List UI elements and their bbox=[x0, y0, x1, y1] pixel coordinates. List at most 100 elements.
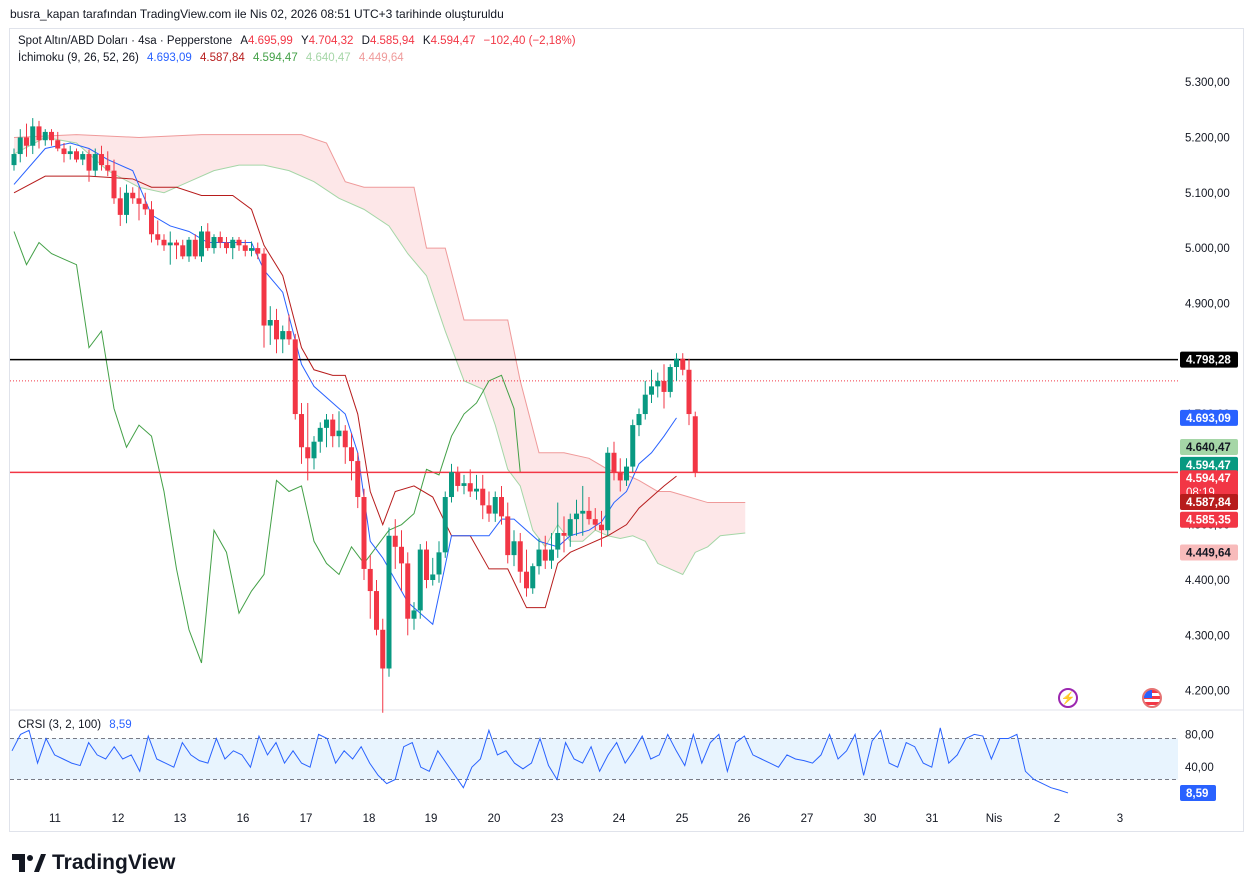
x-tick-label: 16 bbox=[237, 813, 250, 825]
us-flag-icon[interactable] bbox=[1142, 688, 1162, 708]
candle bbox=[205, 223, 211, 251]
close-value: 4.594,47 bbox=[430, 35, 476, 47]
chart-frame bbox=[9, 28, 1244, 832]
candle-body bbox=[124, 192, 129, 215]
candle bbox=[217, 231, 223, 249]
candle bbox=[692, 411, 698, 478]
candle bbox=[180, 239, 186, 260]
price-label-box bbox=[1180, 494, 1238, 510]
candle bbox=[30, 118, 36, 155]
candle-body bbox=[199, 231, 204, 257]
y-tick-label: 4.300,00 bbox=[1185, 630, 1230, 642]
candle-body bbox=[92, 154, 98, 171]
candle-body bbox=[511, 541, 517, 556]
price-label: 4.585,35 bbox=[1180, 511, 1238, 528]
candle-body bbox=[592, 519, 598, 525]
candle bbox=[80, 151, 86, 166]
candle-body bbox=[149, 209, 154, 235]
price-label-box bbox=[1180, 544, 1238, 561]
crsi-legend: CRSI (3, 2, 100) 8,59 bbox=[18, 719, 132, 731]
candle-body bbox=[274, 320, 279, 340]
span-a-value: 4.640,47 bbox=[305, 52, 351, 64]
x-tick-label: 2 bbox=[1054, 813, 1060, 825]
candle-body bbox=[686, 369, 692, 415]
price-label: 4.587,84 bbox=[1180, 494, 1238, 510]
x-tick-label: 20 bbox=[488, 813, 501, 825]
candle bbox=[274, 308, 279, 354]
candle bbox=[436, 541, 442, 583]
candle bbox=[599, 510, 604, 547]
kijun-value: 4.587,84 bbox=[199, 52, 245, 64]
candle-body bbox=[349, 447, 354, 462]
candle-body bbox=[574, 513, 579, 520]
price-label-box bbox=[1180, 511, 1238, 528]
candle bbox=[36, 120, 42, 149]
candle bbox=[55, 131, 61, 152]
candle bbox=[505, 502, 511, 564]
candle-body bbox=[417, 549, 423, 611]
candle-body bbox=[374, 591, 379, 630]
x-tick-label: 23 bbox=[551, 813, 564, 825]
open-value: 4.695,99 bbox=[248, 35, 293, 47]
candle-body bbox=[655, 380, 661, 387]
candle bbox=[155, 220, 161, 246]
price-label-text: 4.594,47 bbox=[1186, 473, 1231, 485]
candle bbox=[517, 532, 523, 583]
x-tick-label: 13 bbox=[174, 813, 187, 825]
crsi-name: CRSI (3, 2, 100) bbox=[18, 719, 102, 731]
candle bbox=[674, 353, 679, 381]
candle bbox=[49, 129, 54, 146]
candle bbox=[292, 333, 298, 420]
candle bbox=[624, 458, 629, 486]
candle bbox=[355, 452, 361, 509]
candle-body bbox=[455, 472, 461, 486]
candle bbox=[105, 151, 111, 177]
candle bbox=[17, 129, 23, 163]
low-label: D bbox=[361, 35, 370, 47]
candle bbox=[192, 234, 198, 260]
x-tick-label: 27 bbox=[801, 813, 814, 825]
senkou-span-a-line bbox=[13, 136, 746, 576]
candle-body bbox=[142, 203, 148, 210]
candle-body bbox=[411, 610, 417, 619]
candle bbox=[61, 142, 67, 163]
candle-body bbox=[167, 242, 173, 246]
candle-body bbox=[467, 483, 473, 492]
candle bbox=[392, 519, 398, 569]
candle bbox=[261, 248, 267, 348]
candle-body bbox=[492, 497, 498, 514]
tradingview-logo: TradingView bbox=[12, 851, 175, 875]
candle-body bbox=[611, 452, 617, 473]
y-tick-label: 5.300,00 bbox=[1185, 77, 1230, 89]
candle bbox=[642, 380, 648, 420]
price-label-box bbox=[1180, 456, 1238, 473]
candle-body bbox=[111, 170, 117, 199]
candle bbox=[661, 364, 667, 409]
candle bbox=[574, 499, 579, 536]
y-tick-label: 4.400,00 bbox=[1185, 575, 1230, 587]
candle bbox=[86, 149, 92, 182]
candle-body bbox=[61, 148, 67, 155]
candle bbox=[424, 541, 429, 589]
candle bbox=[149, 201, 154, 243]
price-label-text: 4.585,35 bbox=[1186, 515, 1231, 527]
candle-body bbox=[661, 380, 667, 392]
candle-body bbox=[336, 430, 342, 437]
candle-body bbox=[311, 441, 317, 459]
y-tick-label: 5.000,00 bbox=[1185, 243, 1230, 255]
price-label-text: 4.449,64 bbox=[1186, 548, 1231, 560]
candle bbox=[317, 422, 323, 453]
candle bbox=[230, 237, 236, 260]
candle-body bbox=[67, 151, 73, 155]
candle bbox=[130, 187, 136, 204]
crsi-last-label: 8,59 bbox=[1180, 784, 1216, 801]
candle-body bbox=[567, 519, 573, 536]
price-label-text: 4.587,84 bbox=[1186, 497, 1231, 509]
candle bbox=[124, 184, 129, 224]
price-label-text: 4.640,47 bbox=[1186, 442, 1231, 454]
candle bbox=[267, 306, 273, 345]
candle-body bbox=[555, 532, 561, 550]
lightning-icon[interactable]: ⚡ bbox=[1058, 688, 1078, 708]
candle-body bbox=[49, 131, 54, 141]
